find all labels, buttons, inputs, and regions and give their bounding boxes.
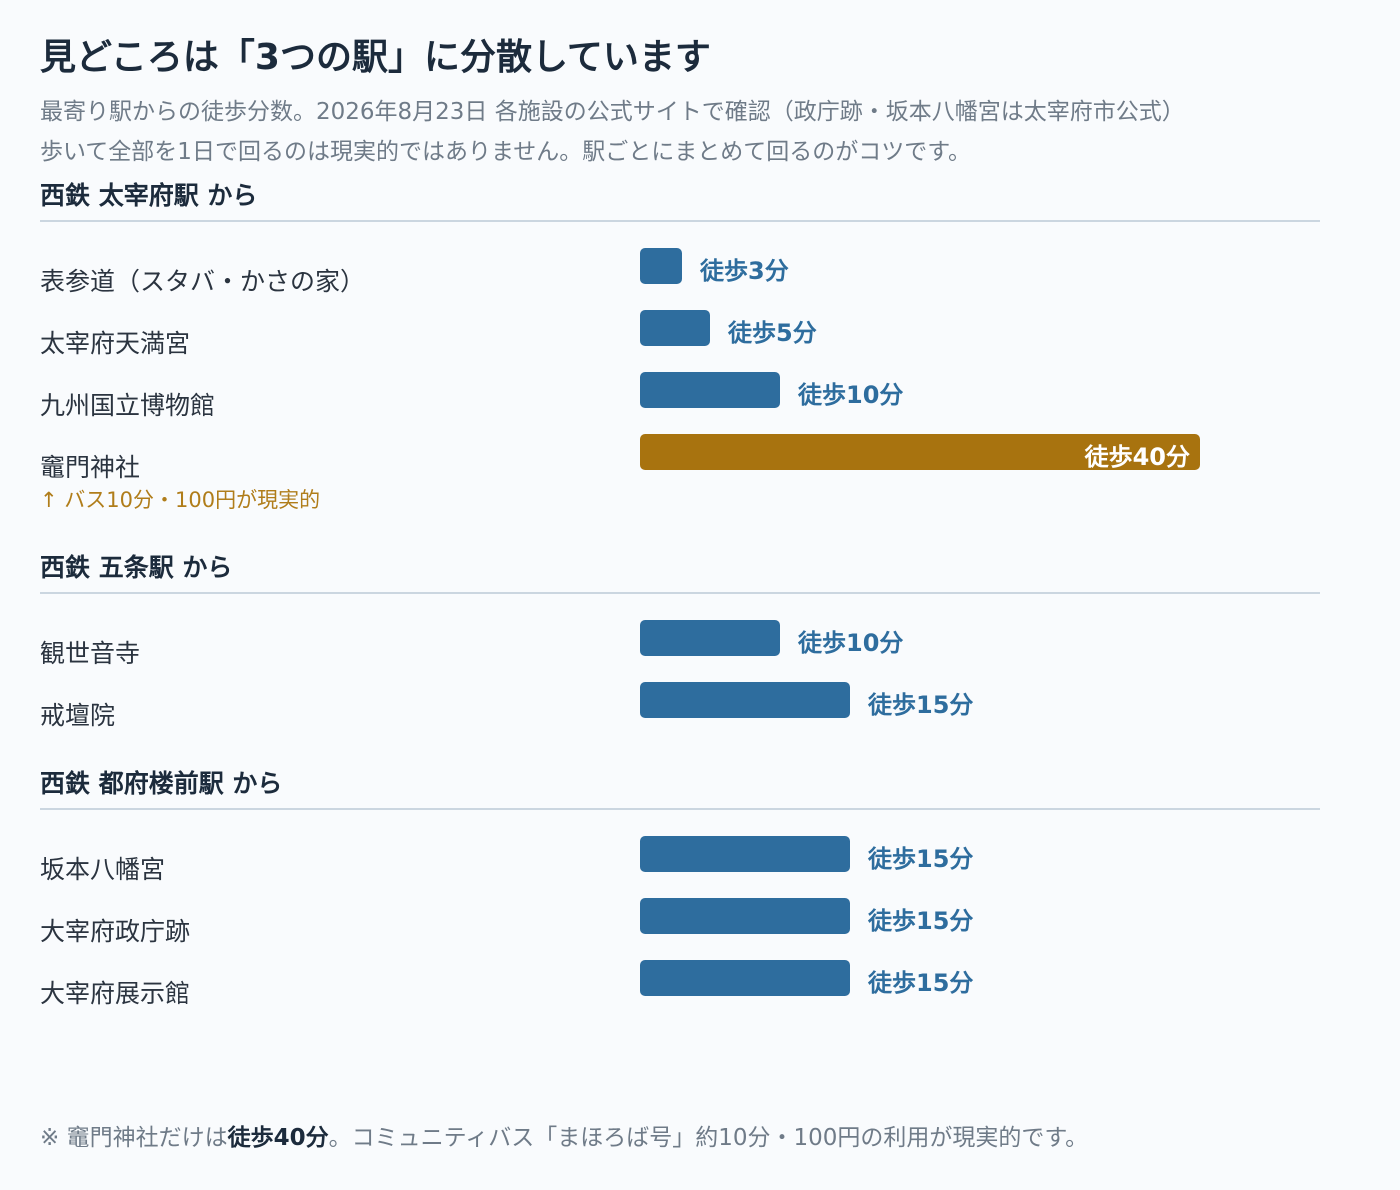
value-label: 徒歩40分 [1084,443,1190,471]
bar [640,836,850,872]
row-label: 表参道（スタバ・かさの家） [40,267,366,296]
value-label: 徒歩3分 [700,257,789,285]
value-label: 徒歩10分 [798,381,904,409]
section-heading: 西鉄 五条駅 から [40,548,1320,594]
row-label: 戒壇院 [40,701,116,730]
row-label: 太宰府天満宮 [40,329,191,358]
row-label: 大宰府政庁跡 [40,917,191,946]
value-label: 徒歩15分 [868,907,974,935]
bar [640,960,850,996]
value-label: 徒歩10分 [798,629,904,657]
chart-row: 表参道（スタバ・かさの家） 徒歩3分 [40,248,1320,310]
value-label: 徒歩5分 [728,319,817,347]
subtitle-line-1: 最寄り駅からの徒歩分数。2026年8月23日 各施設の公式サイトで確認（政庁跡・… [40,99,1185,125]
section-heading: 西鉄 都府楼前駅 から [40,764,1320,810]
bar [640,248,682,284]
chart-row: 戒壇院 徒歩15分 [40,682,1320,744]
chart-row: 大宰府展示館 徒歩15分 [40,960,1320,1022]
chart-row: 九州国立博物館 徒歩10分 [40,372,1320,434]
row-label: 坂本八幡宮 [40,855,166,884]
footer-prefix: ※ 竈門神社だけは [40,1125,228,1151]
row-note: ↑ バス10分・100円が現実的 [40,488,321,512]
page-title: 見どころは「3つの駅」に分散しています [40,37,711,78]
row-label: 大宰府展示館 [40,979,191,1008]
value-label: 徒歩15分 [868,691,974,719]
chart-row: 太宰府天満宮 徒歩5分 [40,310,1320,372]
footer-bold: 徒歩40分 [227,1125,329,1151]
row-label: 九州国立博物館 [40,391,216,420]
chart-row: 大宰府政庁跡 徒歩15分 [40,898,1320,960]
section-heading: 西鉄 太宰府駅 から [40,176,1320,222]
bar [640,372,780,408]
bar [640,310,710,346]
chart-row: 竈門神社 徒歩40分 ↑ バス10分・100円が現実的 [40,434,1320,512]
value-label: 徒歩15分 [868,845,974,873]
value-label: 徒歩15分 [868,969,974,997]
chart-row: 観世音寺 徒歩10分 [40,620,1320,682]
bar [640,682,850,718]
bar [640,434,1200,470]
subtitle-line-2: 歩いて全部を1日で回るのは現実的ではありません。駅ごとにまとめて回るのがコツです… [40,139,971,165]
footer-suffix: 。コミュニティバス「まほろば号」約10分・100円の利用が現実的です。 [328,1125,1089,1151]
bar [640,898,850,934]
chart-row: 坂本八幡宮 徒歩15分 [40,836,1320,898]
footer-note: ※ 竈門神社だけは徒歩40分。コミュニティバス「まほろば号」約10分・100円の… [40,1118,1088,1152]
bar [640,620,780,656]
row-label: 観世音寺 [40,639,141,668]
row-label: 竈門神社 [40,453,141,482]
